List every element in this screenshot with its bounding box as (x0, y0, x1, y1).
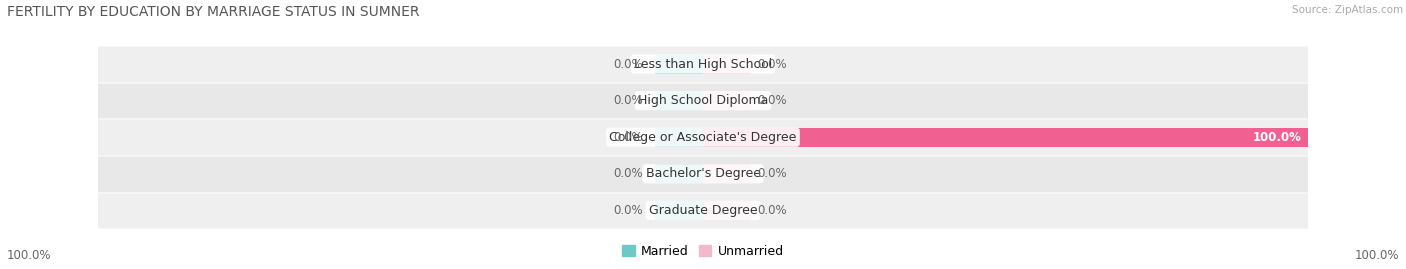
Text: 0.0%: 0.0% (758, 58, 787, 70)
Bar (655, 128, 703, 147)
Text: 0.0%: 0.0% (758, 204, 787, 217)
Text: Less than High School: Less than High School (634, 58, 772, 70)
Text: 100.0%: 100.0% (7, 249, 52, 262)
Text: 0.0%: 0.0% (613, 204, 643, 217)
Bar (655, 164, 703, 183)
Text: 0.0%: 0.0% (758, 94, 787, 107)
Bar (98, 47, 1308, 81)
Text: Graduate Degree: Graduate Degree (648, 204, 758, 217)
Text: Source: ZipAtlas.com: Source: ZipAtlas.com (1292, 5, 1403, 15)
Bar (655, 55, 703, 73)
Bar (98, 84, 1308, 118)
Bar (655, 91, 703, 110)
Text: 100.0%: 100.0% (1253, 131, 1302, 144)
Text: 0.0%: 0.0% (613, 167, 643, 180)
Bar (98, 157, 1308, 191)
Legend: Married, Unmarried: Married, Unmarried (617, 240, 789, 263)
Bar (703, 55, 751, 73)
Text: 0.0%: 0.0% (758, 167, 787, 180)
Text: 100.0%: 100.0% (1354, 249, 1399, 262)
Bar (98, 120, 1308, 154)
Text: Bachelor's Degree: Bachelor's Degree (645, 167, 761, 180)
Text: 0.0%: 0.0% (613, 94, 643, 107)
Text: 0.0%: 0.0% (613, 131, 643, 144)
Bar (98, 193, 1308, 227)
Text: 0.0%: 0.0% (613, 58, 643, 70)
Bar (655, 201, 703, 220)
Bar (703, 201, 751, 220)
Text: High School Diploma: High School Diploma (638, 94, 768, 107)
Bar (703, 164, 751, 183)
Bar (703, 91, 751, 110)
Bar (703, 128, 1308, 147)
Text: College or Associate's Degree: College or Associate's Degree (609, 131, 797, 144)
Text: FERTILITY BY EDUCATION BY MARRIAGE STATUS IN SUMNER: FERTILITY BY EDUCATION BY MARRIAGE STATU… (7, 5, 419, 19)
